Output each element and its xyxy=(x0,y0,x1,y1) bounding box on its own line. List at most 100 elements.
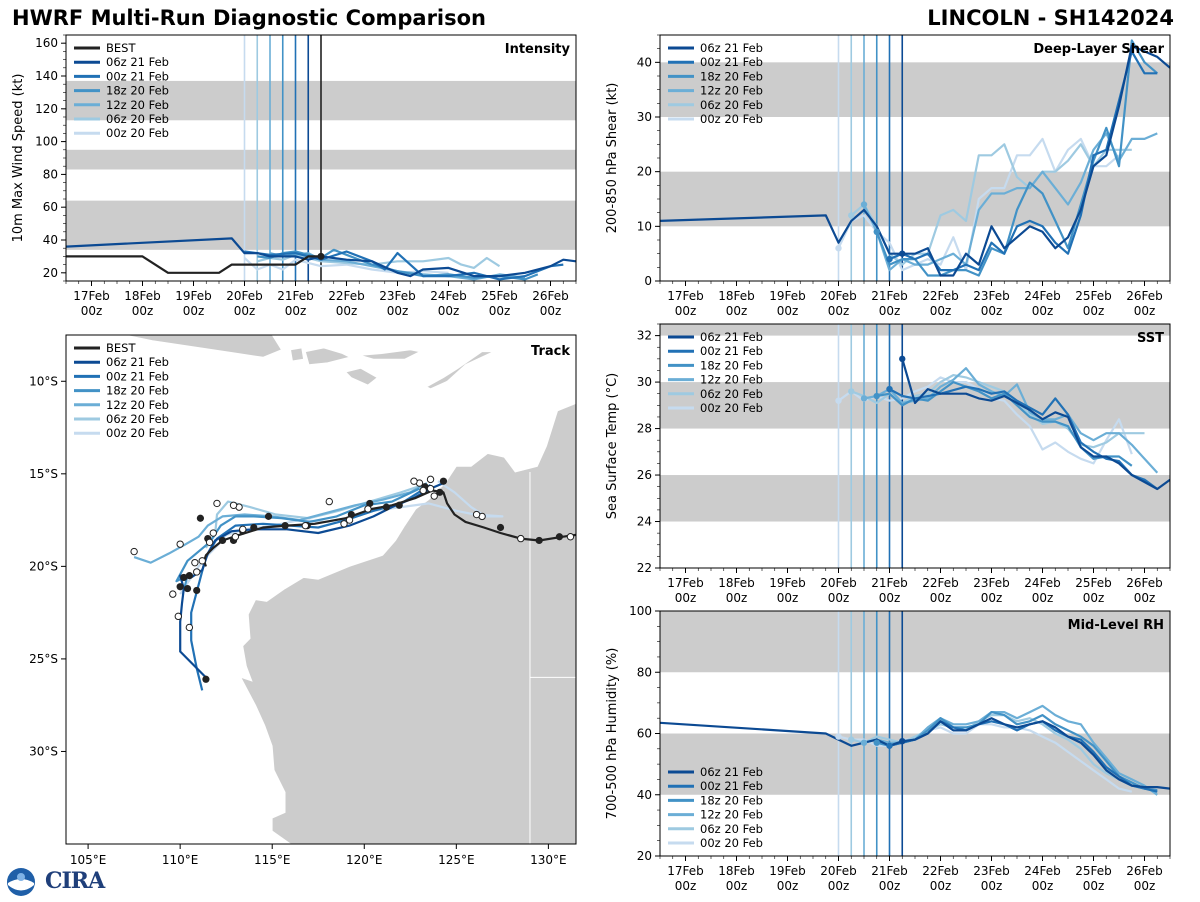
legend-label: 18z 20 Feb xyxy=(700,358,763,372)
track-point-open xyxy=(193,568,201,576)
track-point xyxy=(281,522,289,530)
x-tick-label: 120°E xyxy=(346,853,383,867)
y-tick-label: 30 xyxy=(637,110,652,124)
logo-text: CIRA xyxy=(45,868,105,894)
storm-id-title: LINCOLN - SH142024 xyxy=(927,6,1174,30)
shear-panel: 0 10 20 30 40 200-850 hPa Shear (kt) Deep-Laye… xyxy=(605,34,1171,318)
x-tick-label: 21Feb xyxy=(277,289,314,303)
panel-title: Deep-Layer Shear xyxy=(1033,42,1164,57)
track-point xyxy=(180,573,188,582)
track-point-open xyxy=(325,497,333,506)
x-tick-label: 24Feb xyxy=(1024,289,1061,303)
legend-label: 00z 20 Feb xyxy=(700,112,763,126)
x-tick-label: 24Feb xyxy=(1024,864,1061,878)
plot-frame xyxy=(65,334,577,845)
y-axis-label: 10m Max Wind Speed (kt) xyxy=(11,74,26,243)
x-tick-label: 00z xyxy=(489,304,511,318)
x-tick-label: 25Feb xyxy=(1075,864,1112,878)
x-tick-label: 22Feb xyxy=(922,289,959,303)
init-point xyxy=(899,737,906,745)
track-point-open xyxy=(191,558,199,567)
x-tick-label: 00z xyxy=(438,304,460,318)
panel-title: SST xyxy=(1137,331,1164,346)
track-point xyxy=(439,477,448,485)
x-tick-label: 00z xyxy=(879,879,901,893)
x-tick-label: 00z xyxy=(1134,591,1156,605)
init-point xyxy=(886,385,893,393)
x-tick-label: 20Feb xyxy=(820,864,857,878)
panel-title: Track xyxy=(531,344,570,359)
track-point-open xyxy=(185,623,194,632)
legend-label: 00z 21 Feb xyxy=(106,369,169,383)
y-tick-label: 10 xyxy=(637,219,652,233)
y-tick-label: 120 xyxy=(35,102,58,116)
init-point xyxy=(873,392,880,400)
legend-label: 00z 21 Feb xyxy=(700,344,763,358)
y-tick-label: 140 xyxy=(35,69,58,83)
series-group xyxy=(660,39,1170,277)
track-point-open xyxy=(209,529,217,537)
x-tick-label: 00z xyxy=(387,304,409,318)
y-tick-label: 28 xyxy=(637,422,652,436)
series-line xyxy=(66,255,321,274)
legend-label: 06z 20 Feb xyxy=(700,822,763,836)
x-tick-label: 00z xyxy=(1032,879,1054,893)
track-point xyxy=(382,503,390,511)
track-point xyxy=(202,675,210,683)
x-tick-label: 115°E xyxy=(254,853,291,867)
x-tick-label: 24Feb xyxy=(1024,576,1061,590)
legend-label: BEST xyxy=(106,341,136,355)
series-line xyxy=(888,385,1158,490)
y-tick-label: 24 xyxy=(637,515,652,529)
noaa-logo-icon xyxy=(7,868,35,896)
legend-label: 00z 20 Feb xyxy=(700,836,763,850)
init-point xyxy=(873,739,880,746)
x-tick-label: 00z xyxy=(675,879,697,893)
track-point xyxy=(250,523,258,532)
track-point xyxy=(436,488,444,496)
track-point xyxy=(395,501,403,509)
threshold-band xyxy=(660,611,1170,673)
x-tick-label: 00z xyxy=(777,591,799,605)
series-line xyxy=(876,710,1158,792)
x-tick-label: 25Feb xyxy=(1075,576,1112,590)
legend-label: 06z 20 Feb xyxy=(700,98,763,112)
x-tick-label: 00z xyxy=(1032,591,1054,605)
x-tick-label: 26Feb xyxy=(1126,576,1163,590)
y-tick-label: 20 xyxy=(43,266,58,280)
x-tick-label: 130°E xyxy=(530,853,567,867)
legend-label: 06z 20 Feb xyxy=(106,112,169,126)
y-tick-label: 22 xyxy=(637,561,652,575)
track-line xyxy=(190,483,432,691)
x-tick-label: 00z xyxy=(540,304,562,318)
track-point-open xyxy=(198,557,206,565)
x-tick-label: 00z xyxy=(726,304,748,318)
series-line xyxy=(660,44,1170,277)
x-tick-label: 22Feb xyxy=(922,576,959,590)
x-tick-label: 19Feb xyxy=(769,289,806,303)
legend-label: 06z 21 Feb xyxy=(700,330,763,344)
track-point-open xyxy=(426,484,435,493)
legend-label: 00z 21 Feb xyxy=(700,55,763,69)
x-tick-label: 18Feb xyxy=(718,576,755,590)
y-tick-label: 60 xyxy=(43,200,58,214)
x-tick-label: 00z xyxy=(1083,879,1105,893)
legend-label: 12z 20 Feb xyxy=(106,98,169,112)
x-tick-label: 00z xyxy=(336,304,358,318)
series-line xyxy=(244,250,564,281)
track-point xyxy=(193,586,201,595)
x-tick-label: 00z xyxy=(1134,304,1156,318)
x-tick-label: 00z xyxy=(879,304,901,318)
y-tick-label: 20°S xyxy=(29,559,58,573)
track-line xyxy=(133,482,428,564)
series-line xyxy=(660,717,1170,790)
x-tick-label: 00z xyxy=(777,304,799,318)
x-tick-label: 00z xyxy=(828,304,850,318)
track-point-open xyxy=(301,521,310,530)
x-tick-label: 00z xyxy=(828,591,850,605)
legend-label: 18z 20 Feb xyxy=(700,69,763,83)
x-tick-label: 00z xyxy=(828,879,850,893)
series-group xyxy=(66,237,576,281)
x-tick-label: 00z xyxy=(930,879,952,893)
